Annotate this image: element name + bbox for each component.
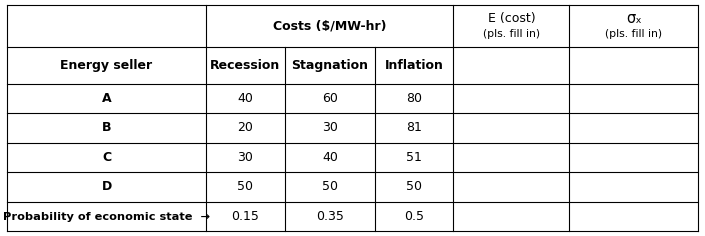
Text: 30: 30: [322, 121, 338, 134]
Text: 50: 50: [406, 181, 422, 194]
Text: A: A: [102, 92, 111, 105]
Text: 51: 51: [406, 151, 422, 164]
Text: Inflation: Inflation: [385, 59, 443, 72]
Text: 20: 20: [238, 121, 253, 134]
Text: 40: 40: [238, 92, 253, 105]
Text: (pls. fill in): (pls. fill in): [605, 29, 662, 39]
Text: D: D: [102, 181, 111, 194]
Text: Recession: Recession: [210, 59, 281, 72]
Text: 60: 60: [322, 92, 338, 105]
Text: E (cost): E (cost): [488, 12, 535, 25]
Text: 81: 81: [406, 121, 422, 134]
Text: 40: 40: [322, 151, 338, 164]
Text: 50: 50: [238, 181, 253, 194]
Text: Stagnation: Stagnation: [292, 59, 369, 72]
Text: 0.15: 0.15: [231, 210, 259, 223]
Text: Probability of economic state  →: Probability of economic state →: [3, 211, 210, 222]
Text: (pls. fill in): (pls. fill in): [483, 29, 540, 39]
Text: C: C: [102, 151, 111, 164]
Text: Costs ($/MW-hr): Costs ($/MW-hr): [273, 19, 386, 32]
Text: 0.35: 0.35: [316, 210, 344, 223]
Text: 80: 80: [406, 92, 422, 105]
Text: 0.5: 0.5: [405, 210, 424, 223]
Text: 30: 30: [238, 151, 253, 164]
Text: Energy seller: Energy seller: [61, 59, 152, 72]
Text: B: B: [102, 121, 111, 134]
Text: σₓ: σₓ: [626, 11, 642, 26]
Text: 50: 50: [322, 181, 338, 194]
